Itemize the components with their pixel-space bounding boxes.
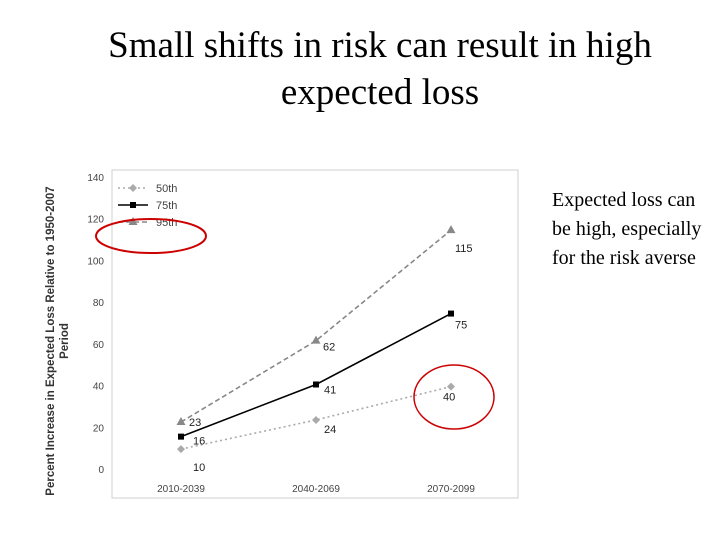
legend-label-50th: 50th bbox=[156, 183, 177, 195]
y-tick-label: 80 bbox=[93, 298, 105, 309]
series-line-95th bbox=[180, 229, 452, 423]
legend-marker-75th bbox=[130, 202, 136, 208]
annotations bbox=[95, 218, 495, 430]
x-axis-ticks: 2010-2039 2040-2069 2070-2099 bbox=[157, 484, 475, 495]
data-label-75th: 16 bbox=[193, 436, 205, 448]
y-tick-label: 60 bbox=[93, 340, 105, 351]
legend-marker-50th bbox=[129, 184, 137, 192]
legend-label-75th: 75th bbox=[156, 200, 177, 212]
legend-marker-95th bbox=[128, 217, 138, 225]
chart-frame bbox=[111, 169, 519, 499]
marker-95th bbox=[446, 225, 456, 234]
side-note: Expected loss can be high, especially fo… bbox=[552, 189, 702, 269]
marker-50th bbox=[447, 382, 455, 391]
y-tick-label: 100 bbox=[87, 256, 104, 267]
marker-75th bbox=[448, 310, 454, 317]
data-label-95th: 115 bbox=[455, 243, 473, 255]
marker-95th bbox=[176, 417, 186, 426]
series-line-50th bbox=[180, 385, 452, 450]
marker-75th bbox=[313, 381, 319, 388]
y-tick-label: 40 bbox=[93, 382, 105, 393]
y-tick-label: 120 bbox=[87, 215, 104, 226]
data-label-50th: 24 bbox=[324, 424, 336, 436]
x-tick-label: 2070-2099 bbox=[427, 484, 475, 495]
data-label-50th: 40 bbox=[443, 392, 455, 404]
y-tick-label: 0 bbox=[98, 465, 104, 476]
y-tick-label: 20 bbox=[93, 423, 105, 434]
marker-75th bbox=[178, 433, 184, 440]
data-label-75th: 41 bbox=[324, 384, 336, 396]
data-label-75th: 75 bbox=[455, 320, 467, 332]
highlight-circle-value bbox=[413, 364, 495, 430]
x-tick-label: 2040-2069 bbox=[292, 484, 340, 495]
data-labels: 10 24 40 16 41 75 23 62 115 bbox=[189, 243, 473, 474]
x-tick-label: 2010-2039 bbox=[157, 484, 205, 495]
data-label-95th: 23 bbox=[189, 417, 201, 429]
marker-95th bbox=[311, 335, 321, 344]
marker-50th bbox=[312, 415, 320, 424]
data-markers bbox=[176, 225, 456, 454]
slide-title: Small shifts in risk can result in high … bbox=[108, 25, 652, 113]
y-tick-label: 140 bbox=[87, 173, 104, 184]
y-axis-ticks: 0 20 40 60 80 100 120 140 bbox=[87, 173, 104, 476]
marker-50th bbox=[177, 445, 185, 454]
highlight-circle-legend bbox=[95, 218, 207, 254]
data-label-95th: 62 bbox=[323, 342, 335, 354]
data-label-50th: 10 bbox=[193, 462, 205, 474]
